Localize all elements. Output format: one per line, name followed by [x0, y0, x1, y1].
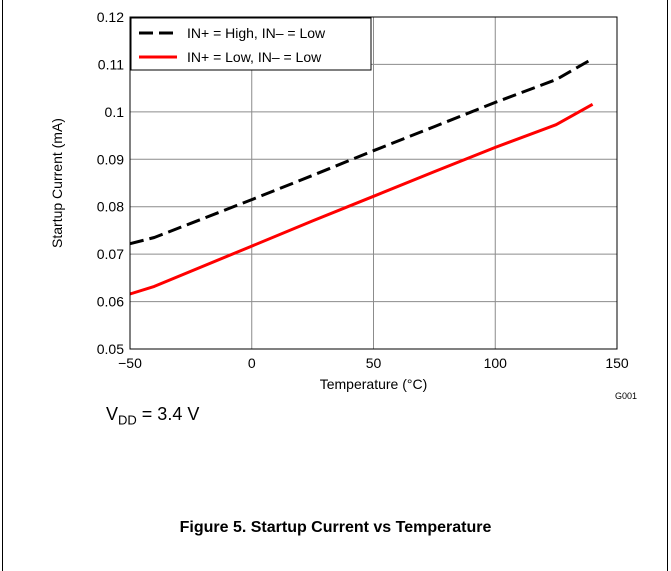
y-axis-label: Startup Current (mA) — [49, 118, 65, 248]
x-axis-label: Temperature (°C) — [320, 376, 428, 392]
supply-voltage-note: VDD = 3.4 V — [106, 404, 199, 428]
y-tick-label: 0.11 — [98, 56, 124, 72]
legend-label-2: IN+ = Low, IN– = Low — [187, 49, 322, 65]
x-tick-label: 0 — [248, 355, 256, 371]
series-line-2 — [129, 102, 594, 296]
note-value: = 3.4 V — [136, 404, 200, 424]
y-tick-label: 0.12 — [97, 9, 124, 25]
y-tick-labels: 0.05 0.06 0.07 0.08 0.09 0.1 0.11 0.12 — [97, 9, 124, 357]
note-prefix: V — [106, 404, 119, 424]
x-tick-label: 50 — [366, 355, 382, 371]
x-tick-label: 150 — [605, 355, 629, 371]
y-tick-label: 0.1 — [105, 104, 125, 120]
left-border — [2, 0, 3, 571]
y-tick-label: 0.07 — [97, 246, 124, 262]
legend-label-1: IN+ = High, IN– = Low — [187, 25, 326, 41]
x-tick-label: 100 — [484, 355, 508, 371]
x-tick-labels: −50 0 50 100 150 — [118, 355, 629, 371]
startup-current-chart: 0.05 0.06 0.07 0.08 0.09 0.1 0.11 0.12 −50 0 50 10… — [49, 9, 637, 401]
plot-frame — [129, 16, 618, 350]
y-tick-label: 0.06 — [97, 294, 124, 310]
series-lines — [129, 57, 594, 296]
y-tick-label: 0.09 — [97, 151, 124, 167]
series-line-1 — [129, 57, 594, 246]
right-border — [667, 0, 668, 571]
y-tick-label: 0.05 — [97, 341, 124, 357]
legend-box — [130, 17, 372, 71]
y-tick-label: 0.08 — [97, 199, 124, 215]
figure-code: G001 — [615, 391, 637, 401]
figure-caption: Figure 5. Startup Current vs Temperature — [179, 519, 492, 536]
x-tick-label: −50 — [118, 355, 142, 371]
legend: IN+ = High, IN– = Low IN+ = Low, IN– = Lo… — [130, 17, 372, 71]
note-subscript: DD — [118, 412, 137, 428]
